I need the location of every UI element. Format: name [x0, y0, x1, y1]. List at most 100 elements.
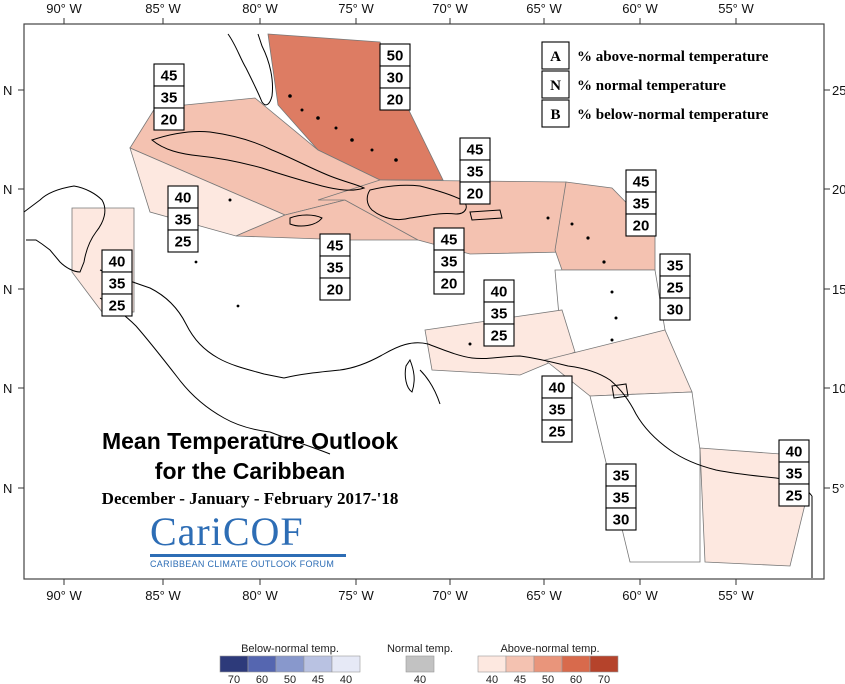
logo-rule	[150, 554, 346, 557]
latitude-labels-left: N N N N N	[3, 83, 24, 496]
above-normal-pct: 40	[175, 190, 192, 207]
legend-tick: 40	[340, 674, 352, 684]
legend-swatch	[405, 655, 435, 673]
legend-tick: 70	[598, 674, 610, 684]
legend-swatch	[505, 655, 535, 673]
legend-normal-title: Normal temp.	[387, 643, 453, 655]
legend-tick: 70	[228, 674, 240, 684]
above-normal-pct: 40	[109, 254, 126, 271]
island	[610, 338, 614, 342]
probability-box-bahamas: 50 30 20	[379, 43, 411, 111]
probability-cell	[459, 181, 491, 205]
caricof-wordmark: CariCOF	[150, 509, 304, 554]
legend-swatch	[477, 655, 507, 673]
below-normal-pct: 25	[491, 328, 508, 345]
above-normal-pct: 45	[467, 142, 484, 159]
island	[228, 198, 232, 202]
probability-box-guyana: 35 35 30	[605, 463, 637, 531]
probability-cell	[153, 107, 185, 131]
probability-cell	[605, 507, 637, 531]
island	[586, 236, 590, 240]
south-america-interior	[269, 369, 813, 578]
florida-coast	[227, 33, 273, 106]
above-normal-pct: 45	[441, 232, 458, 249]
below-normal-pct: 20	[441, 276, 458, 293]
lake-maracaibo	[404, 358, 415, 393]
legend-tick: 50	[284, 674, 296, 684]
below-normal-pct: 25	[549, 424, 566, 441]
probability-box-trinidad-tobago: 40 35 25	[541, 375, 573, 443]
small-islands	[194, 94, 618, 346]
latitude-label-left: N	[3, 481, 12, 496]
map-title-line1: Mean Temperature Outlook	[101, 428, 399, 454]
probability-cell	[625, 213, 657, 237]
probability-box-suriname-french-guiana: 40 35 25	[778, 439, 810, 507]
longitude-label: 60° W	[622, 1, 658, 16]
longitude-label: 55° W	[718, 588, 754, 603]
legend-tick: 50	[542, 674, 554, 684]
key-letter: N	[550, 78, 561, 94]
probability-cell	[541, 419, 573, 443]
key-letter-box	[541, 99, 570, 128]
above-normal-pct: 40	[549, 380, 566, 397]
map-title-period: December - January - February 2017-'18	[101, 489, 399, 508]
key-letter-box	[541, 41, 570, 70]
above-normal-pct: 45	[161, 68, 178, 85]
longitude-label: 80° W	[242, 588, 278, 603]
island	[236, 304, 240, 308]
legend-swatch	[589, 655, 619, 673]
probability-box-jamaica-cayman: 45 35 20	[319, 233, 351, 301]
longitude-label: 90° W	[46, 1, 82, 16]
probability-cell	[659, 297, 691, 321]
jamaica-coast	[289, 214, 323, 227]
probability-key: A % above-normal temperature N % normal tem…	[541, 41, 769, 128]
latitude-label-right: 5°	[832, 481, 844, 496]
island	[194, 260, 198, 264]
legend-swatch	[533, 655, 563, 673]
longitude-label: 55° W	[718, 1, 754, 16]
legend-swatch	[219, 655, 249, 673]
key-description: % above-normal temperature	[577, 49, 769, 65]
normal-pct: 35	[467, 164, 484, 181]
probability-cell	[101, 293, 133, 317]
longitude-label: 85° W	[145, 1, 181, 16]
latitude-label-right: 15	[832, 282, 845, 297]
island	[468, 342, 472, 346]
normal-pct: 35	[491, 306, 508, 323]
trinidad-coast	[611, 383, 629, 399]
longitude-label: 65° W	[526, 588, 562, 603]
normal-pct: 35	[327, 260, 344, 277]
normal-pct: 35	[441, 254, 458, 271]
legend-swatch	[275, 655, 305, 673]
below-normal-pct: 20	[387, 92, 404, 109]
longitude-label: 70° W	[432, 588, 468, 603]
latitude-label-left: N	[3, 381, 12, 396]
above-normal-pct: 35	[613, 468, 630, 485]
below-normal-pct: 25	[786, 488, 803, 505]
legend-tick: 60	[256, 674, 268, 684]
hispaniola-coast	[366, 184, 467, 221]
legend-swatch	[561, 655, 591, 673]
cuba-coast	[150, 131, 366, 191]
island	[350, 138, 354, 142]
probability-box-windward-islands: 35 25 30	[659, 253, 691, 321]
region-hispaniola-north	[317, 179, 567, 255]
normal-pct: 35	[161, 90, 178, 107]
probability-cell	[433, 271, 465, 295]
map-title-line2: for the Caribbean	[154, 458, 346, 484]
island	[334, 126, 338, 130]
latitude-label-right: 20	[832, 182, 845, 197]
longitude-label: 80° W	[242, 1, 278, 16]
normal-pct: 25	[667, 280, 684, 297]
region-guyana	[589, 391, 701, 563]
above-normal-pct: 40	[491, 284, 508, 301]
legend-tick: 40	[486, 674, 498, 684]
normal-pct: 35	[175, 212, 192, 229]
coastlines	[23, 33, 813, 578]
normal-pct: 35	[786, 466, 803, 483]
probability-cell	[483, 323, 515, 347]
legend-swatch	[331, 655, 361, 673]
above-normal-pct: 50	[387, 48, 404, 65]
below-normal-pct: 20	[327, 282, 344, 299]
probability-box-hispaniola-north: 45 35 20	[459, 137, 491, 205]
